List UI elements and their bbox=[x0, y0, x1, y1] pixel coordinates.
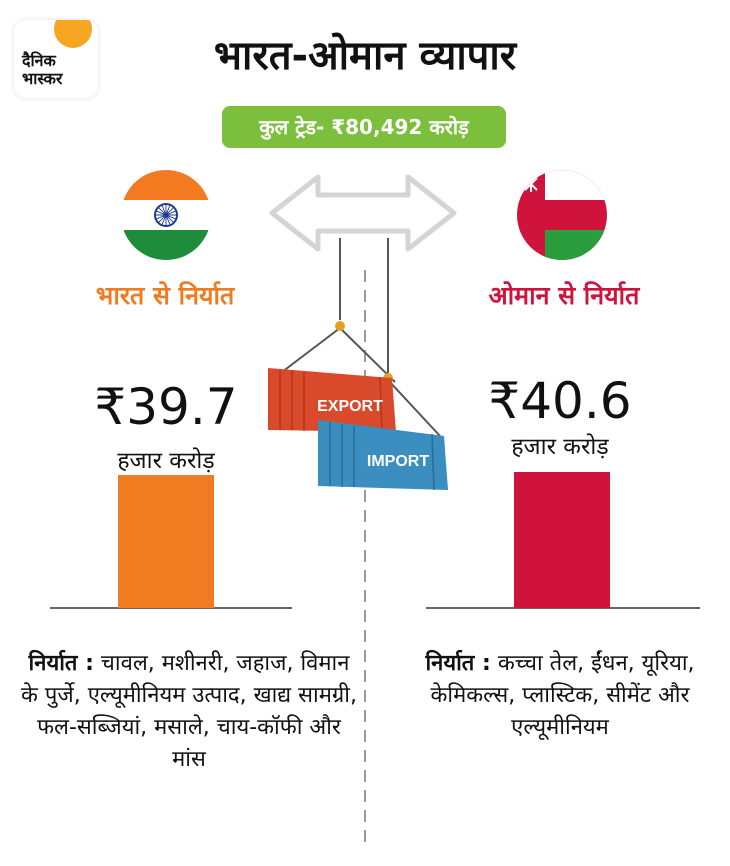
india-flag-icon bbox=[121, 170, 211, 260]
dainik-bhaskar-logo: दैनिक भास्कर bbox=[14, 20, 98, 98]
oman-export-unit: हजार करोड़ bbox=[511, 434, 609, 460]
bar-india-export bbox=[118, 475, 214, 608]
oman-export-label: ओमान से निर्यात bbox=[488, 281, 640, 310]
page-title: भारत-ओमान व्यापार bbox=[213, 33, 517, 79]
india-desc-text: चावल, मशीनरी, जहाज, विमान के पुर्जे, एल्… bbox=[21, 651, 357, 772]
oman-desc-text: कच्चा तेल, ईंधन, यूरिया, केमिकल्स, प्लास… bbox=[430, 651, 695, 740]
export-label: EXPORT bbox=[317, 398, 383, 415]
bar-oman-export bbox=[514, 472, 610, 608]
india-desc-prefix: निर्यात : bbox=[28, 651, 94, 676]
import-label: IMPORT bbox=[367, 453, 429, 470]
india-export-unit: हजार करोड़ bbox=[117, 448, 215, 474]
india-export-value: ₹39.7 bbox=[94, 378, 238, 436]
india-export-label: भारत से निर्यात bbox=[95, 281, 235, 310]
total-trade-badge: कुल ट्रेड- ₹80,492 करोड़ bbox=[222, 106, 506, 148]
logo-text: दैनिक भास्कर bbox=[22, 51, 63, 88]
import-container: IMPORT bbox=[318, 420, 448, 491]
export-container: EXPORT bbox=[268, 368, 396, 433]
india-export-items: निर्यात : चावल, मशीनरी, जहाज, विमान के प… bbox=[18, 648, 360, 776]
oman-desc-prefix: निर्यात : bbox=[425, 651, 491, 676]
oman-export-value: ₹40.6 bbox=[488, 372, 632, 430]
oman-export-items: निर्यात : कच्चा तेल, ईंधन, यूरिया, केमिक… bbox=[410, 648, 710, 744]
double-arrow-icon bbox=[269, 174, 457, 252]
